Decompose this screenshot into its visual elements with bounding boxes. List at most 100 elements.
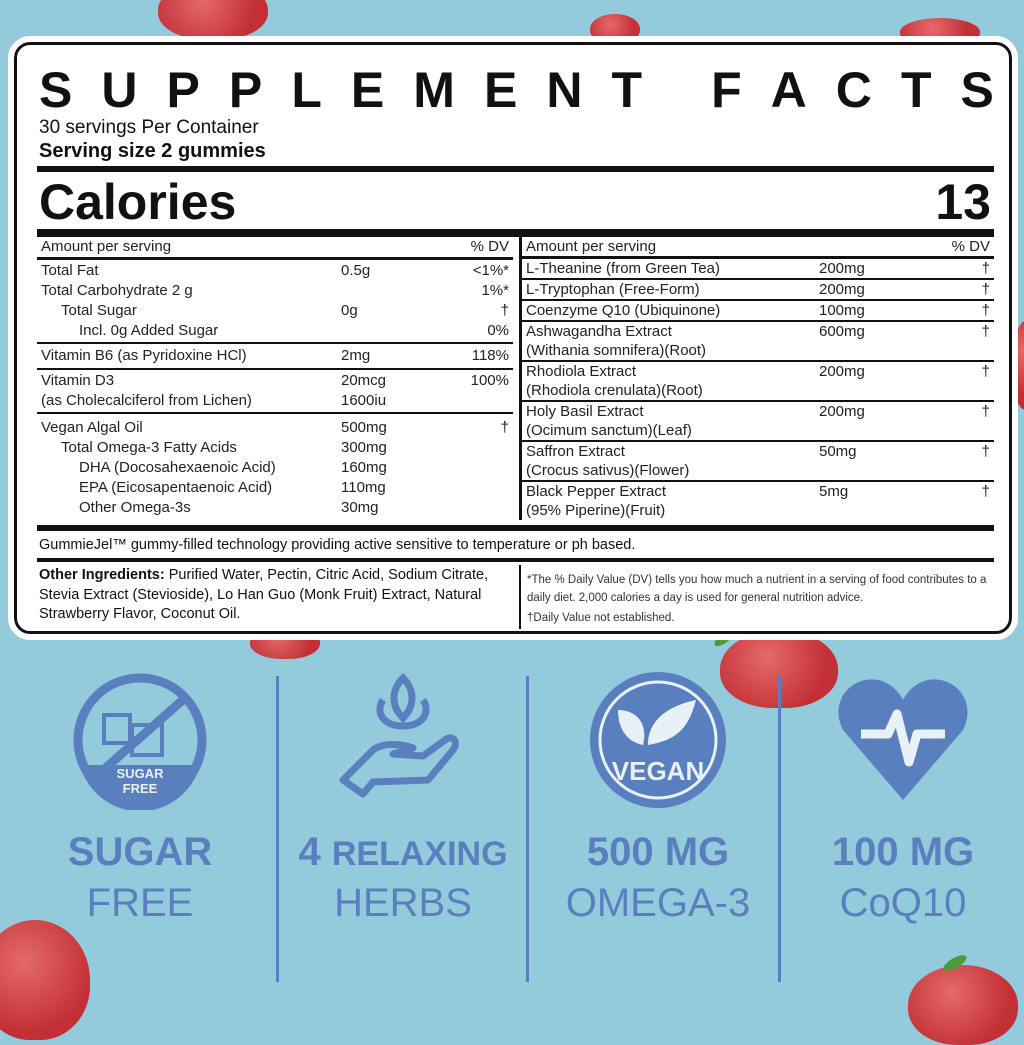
nutrient-name: Black Pepper Extract (526, 483, 667, 500)
feature-title-text: RELAXING (331, 835, 508, 873)
nutrient-dv: 100% (470, 372, 509, 389)
feature-omega-3: VEGAN 500 MG OMEGA-3 (533, 670, 783, 926)
feature-relaxing-herbs: 4 RELAXING HERBS (278, 670, 528, 926)
table-row: Ashwagandha Extract 600mg † (Withania somni… (522, 320, 994, 360)
nutrient-name: (as Cholecalciferol from Lichen) (41, 392, 252, 409)
nutrient-group: Vitamin B6 (as Pyridoxine HCl) 2mg 118% (37, 342, 513, 368)
nutrient-name: L-Tryptophan (Free-Form) (526, 281, 700, 298)
table-row-main: Ashwagandha Extract 600mg † (522, 322, 994, 341)
nutrient-source: (Crocus sativus)(Flower) (526, 462, 690, 479)
nutrient-amount: 300mg (341, 439, 387, 456)
table-row-sub: (Crocus sativus)(Flower) (522, 461, 994, 480)
table-row: Black Pepper Extract 5mg † (95% Piperine)(F… (522, 480, 994, 520)
nutrient-name: Vegan Algal Oil (41, 419, 143, 436)
nutrient-amount: 160mg (341, 459, 387, 476)
table-row-sub: (Ocimum sanctum)(Leaf) (522, 421, 994, 440)
title-letter: L (291, 62, 322, 118)
calories-label: Calories (39, 174, 237, 230)
nutrient-dv: † (500, 302, 509, 319)
divider (778, 676, 781, 982)
nutrient-name: Total Carbohydrate 2 g (41, 282, 193, 299)
dagger-note: †Daily Value not established. (527, 612, 675, 624)
nutrient-name: Rhodiola Extract (526, 363, 637, 380)
nutrient-name: Vitamin B6 (as Pyridoxine HCl) (41, 347, 247, 364)
nutrient-amount: 100mg (819, 302, 865, 319)
nutrient-dv: † (981, 323, 990, 340)
table-row: Saffron Extract 50mg † (Crocus sativus)(Flo… (522, 440, 994, 480)
nutrient-amount: 2mg (341, 347, 371, 364)
table-row: Holy Basil Extract 200mg † (Ocimum sanctum)… (522, 400, 994, 440)
feature-subtitle: FREE (86, 881, 194, 925)
lotus-hand-icon (339, 673, 459, 798)
nutrient-amount: 200mg (819, 403, 865, 420)
nutrient-amount: 30mg (341, 499, 379, 516)
nutrient-amount: 200mg (819, 363, 865, 380)
vegan-leaf-icon: VEGAN (590, 672, 726, 808)
sugar-free-icon-text: FREE (123, 781, 158, 796)
table-row-sub: (95% Piperine)(Fruit) (522, 501, 994, 520)
other-ingredients: Other Ingredients: Purified Water, Pecti… (39, 566, 515, 625)
divider (526, 676, 529, 982)
nutrient-dv: † (981, 302, 990, 319)
nutrient-name: Holy Basil Extract (526, 403, 644, 420)
title-letter: U (101, 62, 138, 118)
nutrient-name: Ashwagandha Extract (526, 323, 672, 340)
strawberry-decoration (908, 965, 1018, 1045)
nutrient-dv: † (500, 419, 509, 436)
nutrient-name: Coenzyme Q10 (Ubiquinone) (526, 302, 721, 319)
feature-title: 500 MG (586, 830, 730, 874)
feature-number: 4 (298, 830, 321, 874)
nutrient-amount: 200mg (819, 281, 865, 298)
table-row: EPA (Eicosapentaenoic Acid) 110mg (37, 478, 513, 498)
strawberry-decoration (1012, 320, 1024, 410)
nutrient-amount: 20mcg (341, 372, 387, 389)
table-row: DHA (Docosahexaenoic Acid) 160mg (37, 458, 513, 478)
title-letter: E (350, 62, 385, 118)
nutrients-table-right: Amount per serving % DV L-Theanine (from … (519, 237, 994, 520)
divider (37, 525, 994, 531)
daily-value-notes: *The % Daily Value (DV) tells you how mu… (519, 565, 994, 629)
nutrient-source: (95% Piperine)(Fruit) (526, 502, 666, 519)
feature-subtitle: CoQ10 (839, 881, 967, 925)
title-letter: T (900, 62, 932, 118)
nutrient-dv: † (981, 443, 990, 460)
table-row: Total Fat 0.5g <1%* (37, 261, 513, 281)
divider (276, 676, 279, 982)
nutrient-group: Vitamin D3 20mcg 100% (as Cholecalciferol f… (37, 368, 513, 412)
title-letter: E (483, 62, 518, 118)
other-ingredients-label: Other Ingredients: (39, 567, 165, 583)
strawberry-decoration (0, 920, 90, 1040)
title-letter: C (835, 62, 872, 118)
nutrient-dv: 1%* (481, 282, 509, 299)
nutrient-name: DHA (Docosahexaenoic Acid) (79, 459, 276, 476)
technology-note: GummieJel™ gummy-filled technology provi… (39, 537, 636, 553)
feature-subtitle: HERBS (334, 881, 472, 925)
nutrient-amount: 5mg (819, 483, 849, 500)
heartbeat-icon (838, 679, 968, 800)
nutrient-name: EPA (Eicosapentaenoic Acid) (79, 479, 273, 496)
strawberry-decoration (158, 0, 268, 40)
nutrient-dv: <1%* (472, 262, 509, 279)
table-row: L-Tryptophan (Free-Form) 200mg † (522, 278, 994, 299)
strawberry-decoration (590, 14, 640, 44)
table-row: Total Omega-3 Fatty Acids 300mg (37, 438, 513, 458)
serving-size: Serving size 2 gummies (39, 140, 266, 162)
table-row: (as Cholecalciferol from Lichen) 1600iu (37, 391, 513, 411)
table-row-main: Saffron Extract 50mg † (522, 442, 994, 461)
table-row: Vitamin D3 20mcg 100% (37, 371, 513, 391)
dv-note: *The % Daily Value (DV) tells you how mu… (527, 574, 987, 604)
title-letter: S (960, 62, 994, 118)
header-dv: % DV (951, 238, 990, 255)
feature-title: SUGAR (67, 830, 213, 874)
nutrient-amount: 110mg (341, 479, 386, 496)
servings-per-container: 30 servings Per Container (39, 117, 259, 138)
nutrient-name: Vitamin D3 (41, 372, 115, 389)
nutrient-source: (Ocimum sanctum)(Leaf) (526, 422, 692, 439)
table-row-main: Rhodiola Extract 200mg † (522, 362, 994, 381)
nutrient-amount: 600mg (819, 323, 865, 340)
feature-title: 100 MG (831, 830, 975, 874)
nutrient-dv: † (981, 363, 990, 380)
title-letter: P (166, 62, 200, 118)
table-row-sub: (Withania somnifera)(Root) (522, 341, 994, 360)
